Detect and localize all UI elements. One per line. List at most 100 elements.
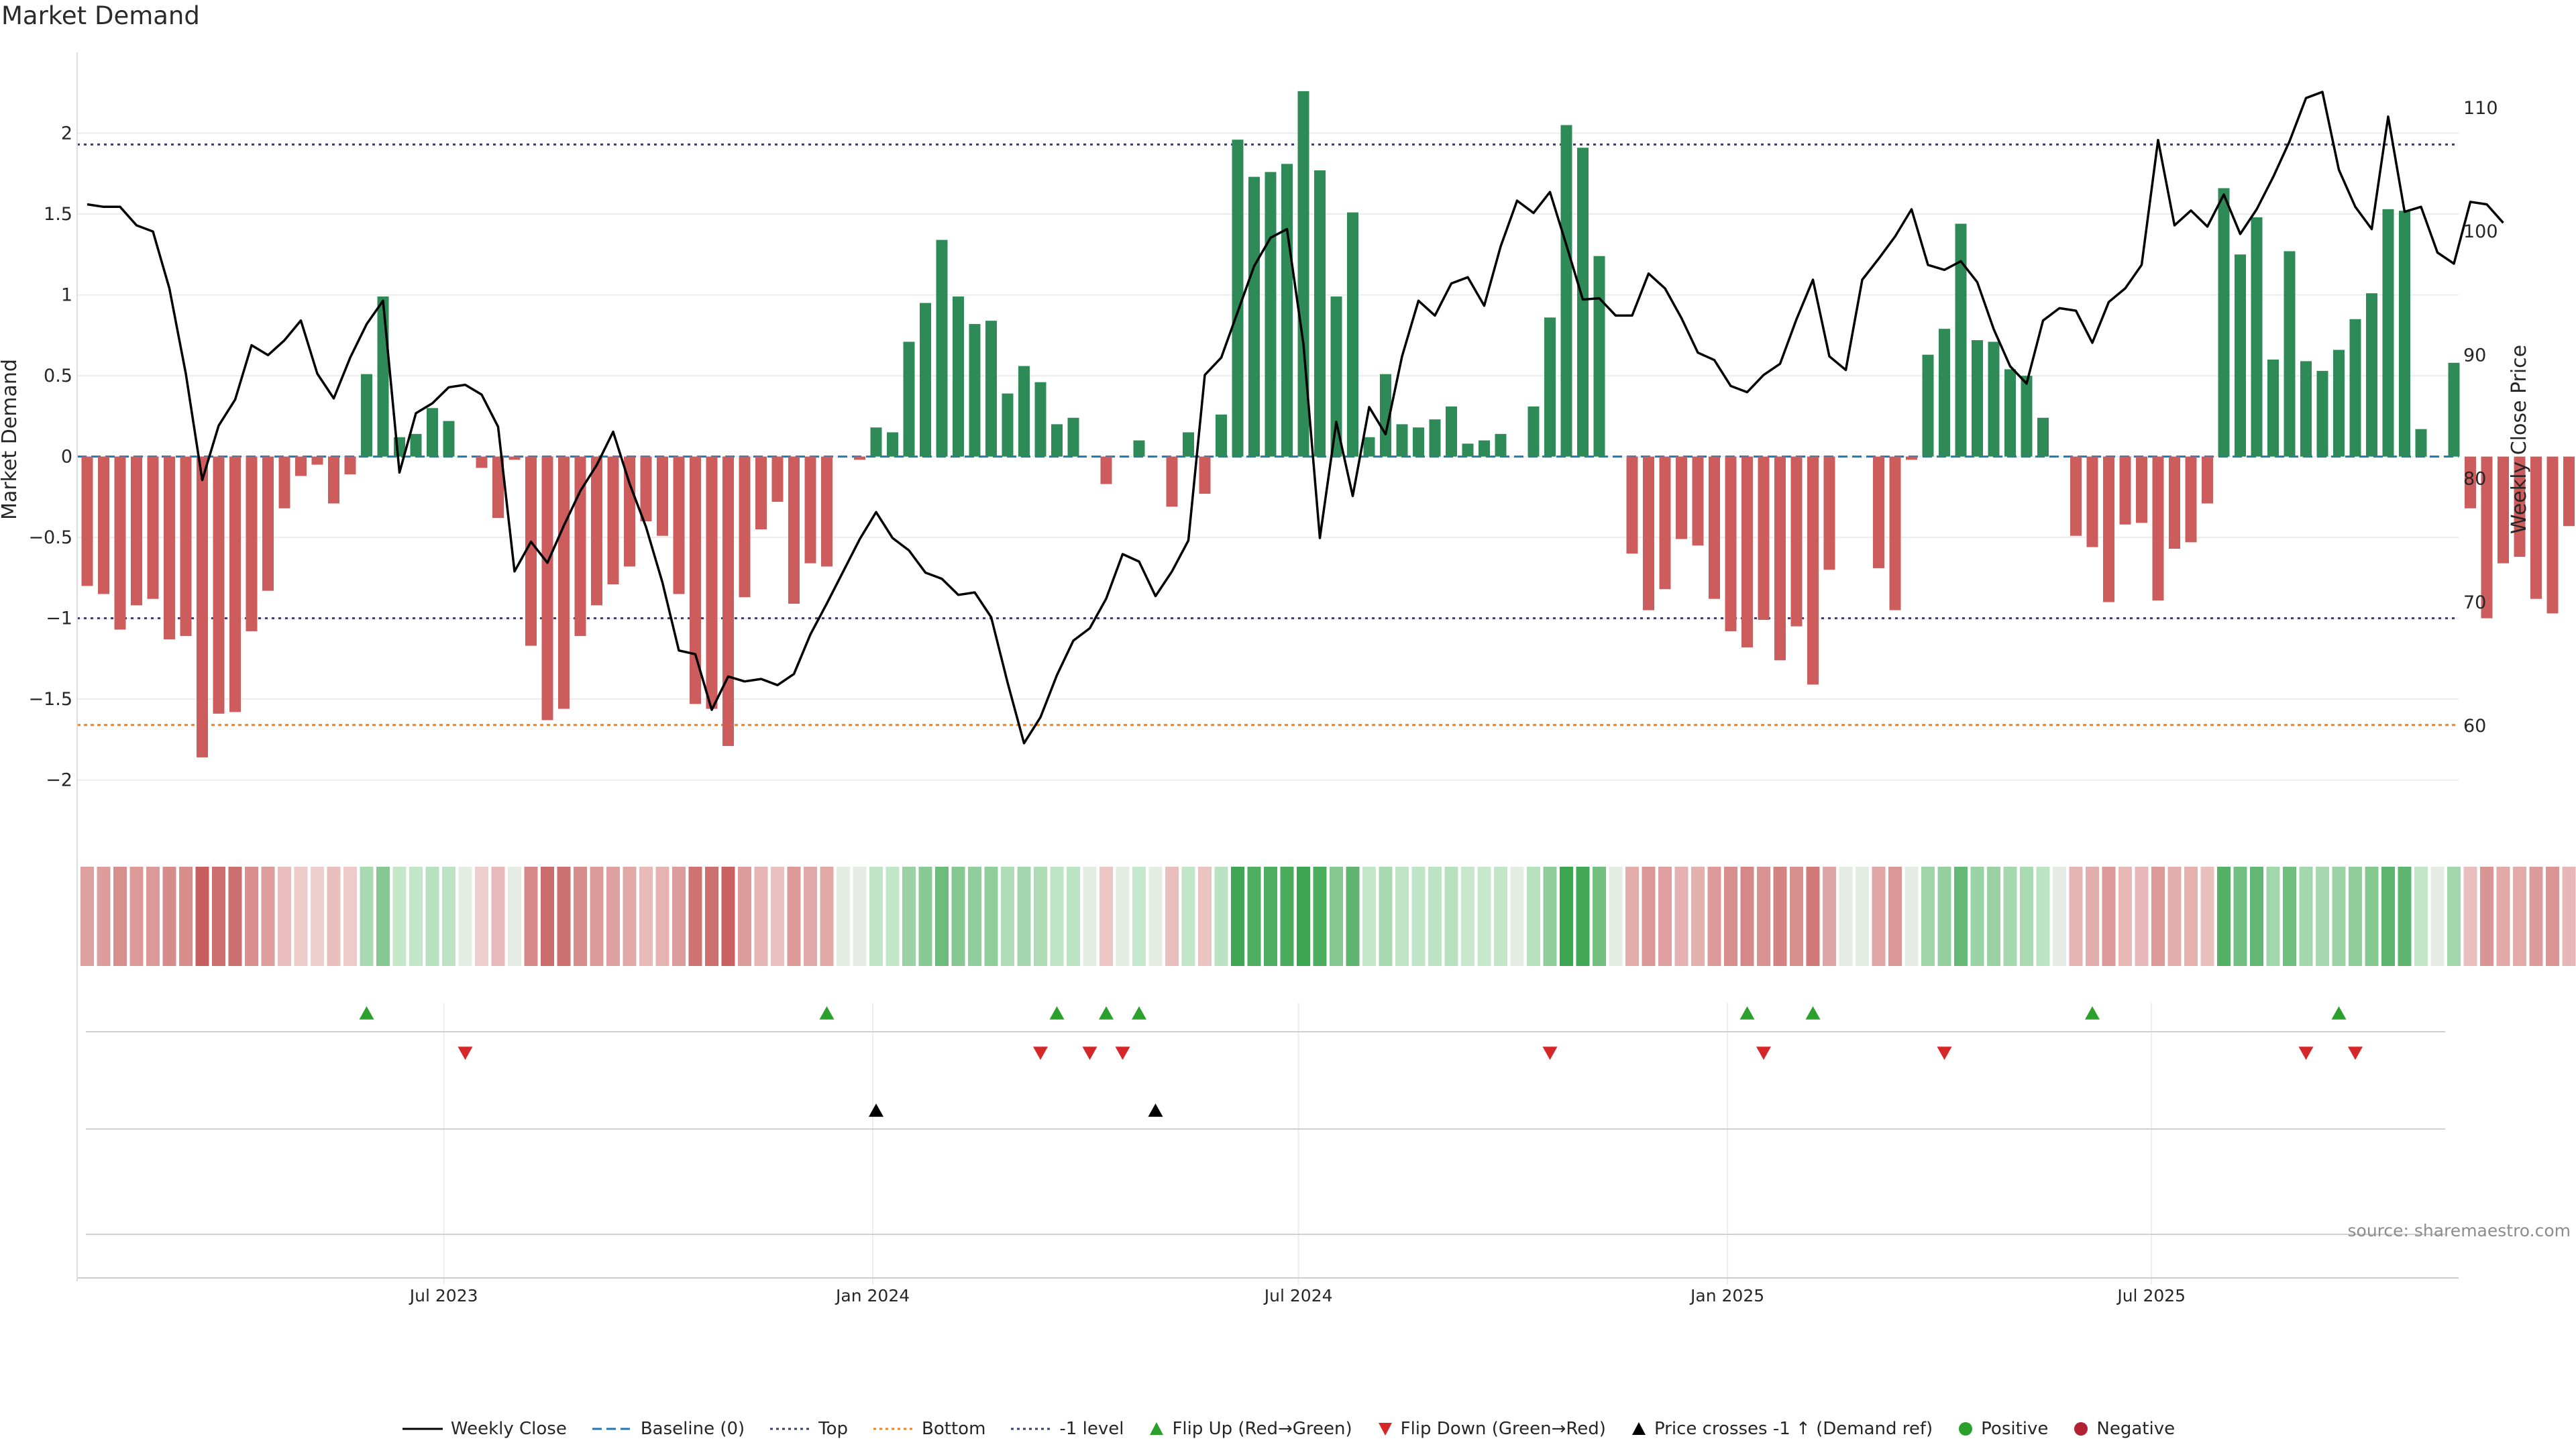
demand-bar: [295, 456, 307, 476]
demand-bar: [1166, 456, 1178, 507]
demand-bar: [2037, 417, 2049, 457]
heat-cell: [1773, 867, 1787, 966]
y-tick-label: 1: [61, 285, 72, 306]
demand-bar: [1363, 437, 1375, 457]
demand-bar: [2119, 456, 2131, 525]
heat-cell: [442, 867, 455, 966]
flip-down-marker: [458, 1046, 473, 1060]
heat-cell: [1970, 867, 1984, 966]
event-markers: [359, 1006, 2363, 1117]
demand-bar: [1527, 406, 1540, 457]
legend-label: Flip Down (Green→Red): [1400, 1419, 1606, 1439]
flip-up-marker: [819, 1006, 835, 1020]
y-tick-label: 2: [61, 123, 72, 144]
y-tick-label: 0: [61, 447, 72, 468]
demand-bar: [1823, 456, 1835, 570]
heat-cell: [1806, 867, 1820, 966]
demand-bar: [1199, 456, 1211, 494]
demand-bar: [427, 408, 438, 457]
heat-cell: [771, 867, 784, 966]
heat-cell: [1856, 867, 1869, 966]
flip-down-marker: [1937, 1046, 1952, 1060]
demand-bar: [328, 456, 339, 504]
heat-cell: [2135, 867, 2149, 966]
heat-cell: [458, 867, 472, 966]
demand-bar: [1396, 424, 1408, 457]
heat-cell: [1280, 867, 1294, 966]
heat-cell: [1823, 867, 1836, 966]
heat-cell: [754, 867, 768, 966]
heat-cell: [787, 867, 801, 966]
heat-cell: [524, 867, 538, 966]
heat-cell: [80, 867, 94, 966]
heat-cell: [2200, 867, 2214, 966]
heat-cell: [1313, 867, 1327, 966]
demand-bar: [1429, 419, 1441, 457]
heat-cell: [2086, 867, 2099, 966]
legend-item: Weekly Close: [401, 1419, 567, 1439]
heat-cell: [935, 867, 949, 966]
heat-cell: [1264, 867, 1277, 966]
heat-cell: [885, 867, 900, 966]
y2-tick-label: 110: [2463, 98, 2498, 119]
demand-bar: [771, 456, 784, 502]
heat-cell: [1740, 867, 1754, 966]
heat-cell: [2529, 867, 2543, 966]
demand-bar: [541, 456, 553, 720]
flip-up-marker: [1805, 1006, 1821, 1020]
heat-cell: [392, 867, 407, 966]
demand-bar: [2267, 359, 2279, 457]
axes: −2 −1.5 −1 −0.5 0 0.5 1 1.5 2 60 70 80 90 100 110 Marke…: [0, 52, 2531, 1305]
price-cross-marker: [1148, 1104, 1163, 1117]
heat-cell: [1330, 867, 1343, 966]
heat-cell: [1247, 867, 1261, 966]
heat-cell: [655, 867, 669, 966]
heat-cell: [705, 867, 718, 966]
demand-bar: [2300, 361, 2312, 457]
y-tick-label: −0.5: [28, 527, 72, 548]
demand-bar: [2136, 456, 2147, 523]
heat-cell: [1132, 867, 1146, 966]
heat-cell: [837, 867, 850, 966]
heat-cell: [2069, 867, 2083, 966]
demand-bar: [278, 456, 290, 508]
heat-cell: [1888, 867, 1902, 966]
legend-item: Bottom: [872, 1419, 985, 1439]
demand-bar: [1330, 296, 1342, 457]
demand-bar: [1922, 354, 1934, 457]
heat-cell: [672, 867, 686, 966]
demand-bar: [1560, 125, 1572, 457]
heat-cell: [918, 867, 932, 966]
flip-down-marker: [1542, 1046, 1558, 1060]
heat-cell: [1691, 867, 1705, 966]
heat-cell: [2349, 867, 2362, 966]
legend-label: Baseline (0): [640, 1419, 745, 1439]
legend: Weekly Close Baseline (0) Top Bottom -1 leve…: [0, 1419, 2576, 1439]
demand-heat-strip: [80, 867, 2576, 966]
legend-item: Positive: [1957, 1419, 2048, 1439]
demand-bar: [525, 456, 537, 646]
demand-bar: [2366, 293, 2377, 457]
heat-cell: [162, 867, 176, 966]
demand-bar: [1100, 456, 1112, 484]
demand-bar: [164, 456, 175, 639]
demand-bar: [854, 456, 865, 460]
demand-bar: [361, 374, 372, 457]
demand-bar: [2169, 456, 2180, 549]
demand-bar: [1741, 456, 1753, 648]
demand-bar: [180, 456, 192, 637]
heat-cell: [2184, 867, 2198, 966]
demand-bar: [2021, 376, 2033, 457]
heat-cell: [2266, 867, 2280, 966]
heat-cell: [606, 867, 620, 966]
legend-swatch: [873, 1428, 914, 1430]
demand-bar: [1034, 382, 1046, 457]
demand-bar: [1380, 374, 1391, 457]
demand-bar: [1939, 329, 1950, 457]
demand-bar: [476, 456, 488, 468]
demand-bar: [2251, 217, 2263, 457]
heat-cell: [1543, 867, 1557, 966]
demand-bar: [2530, 456, 2542, 599]
demand-bar: [2185, 456, 2197, 543]
heat-cell: [968, 867, 981, 966]
